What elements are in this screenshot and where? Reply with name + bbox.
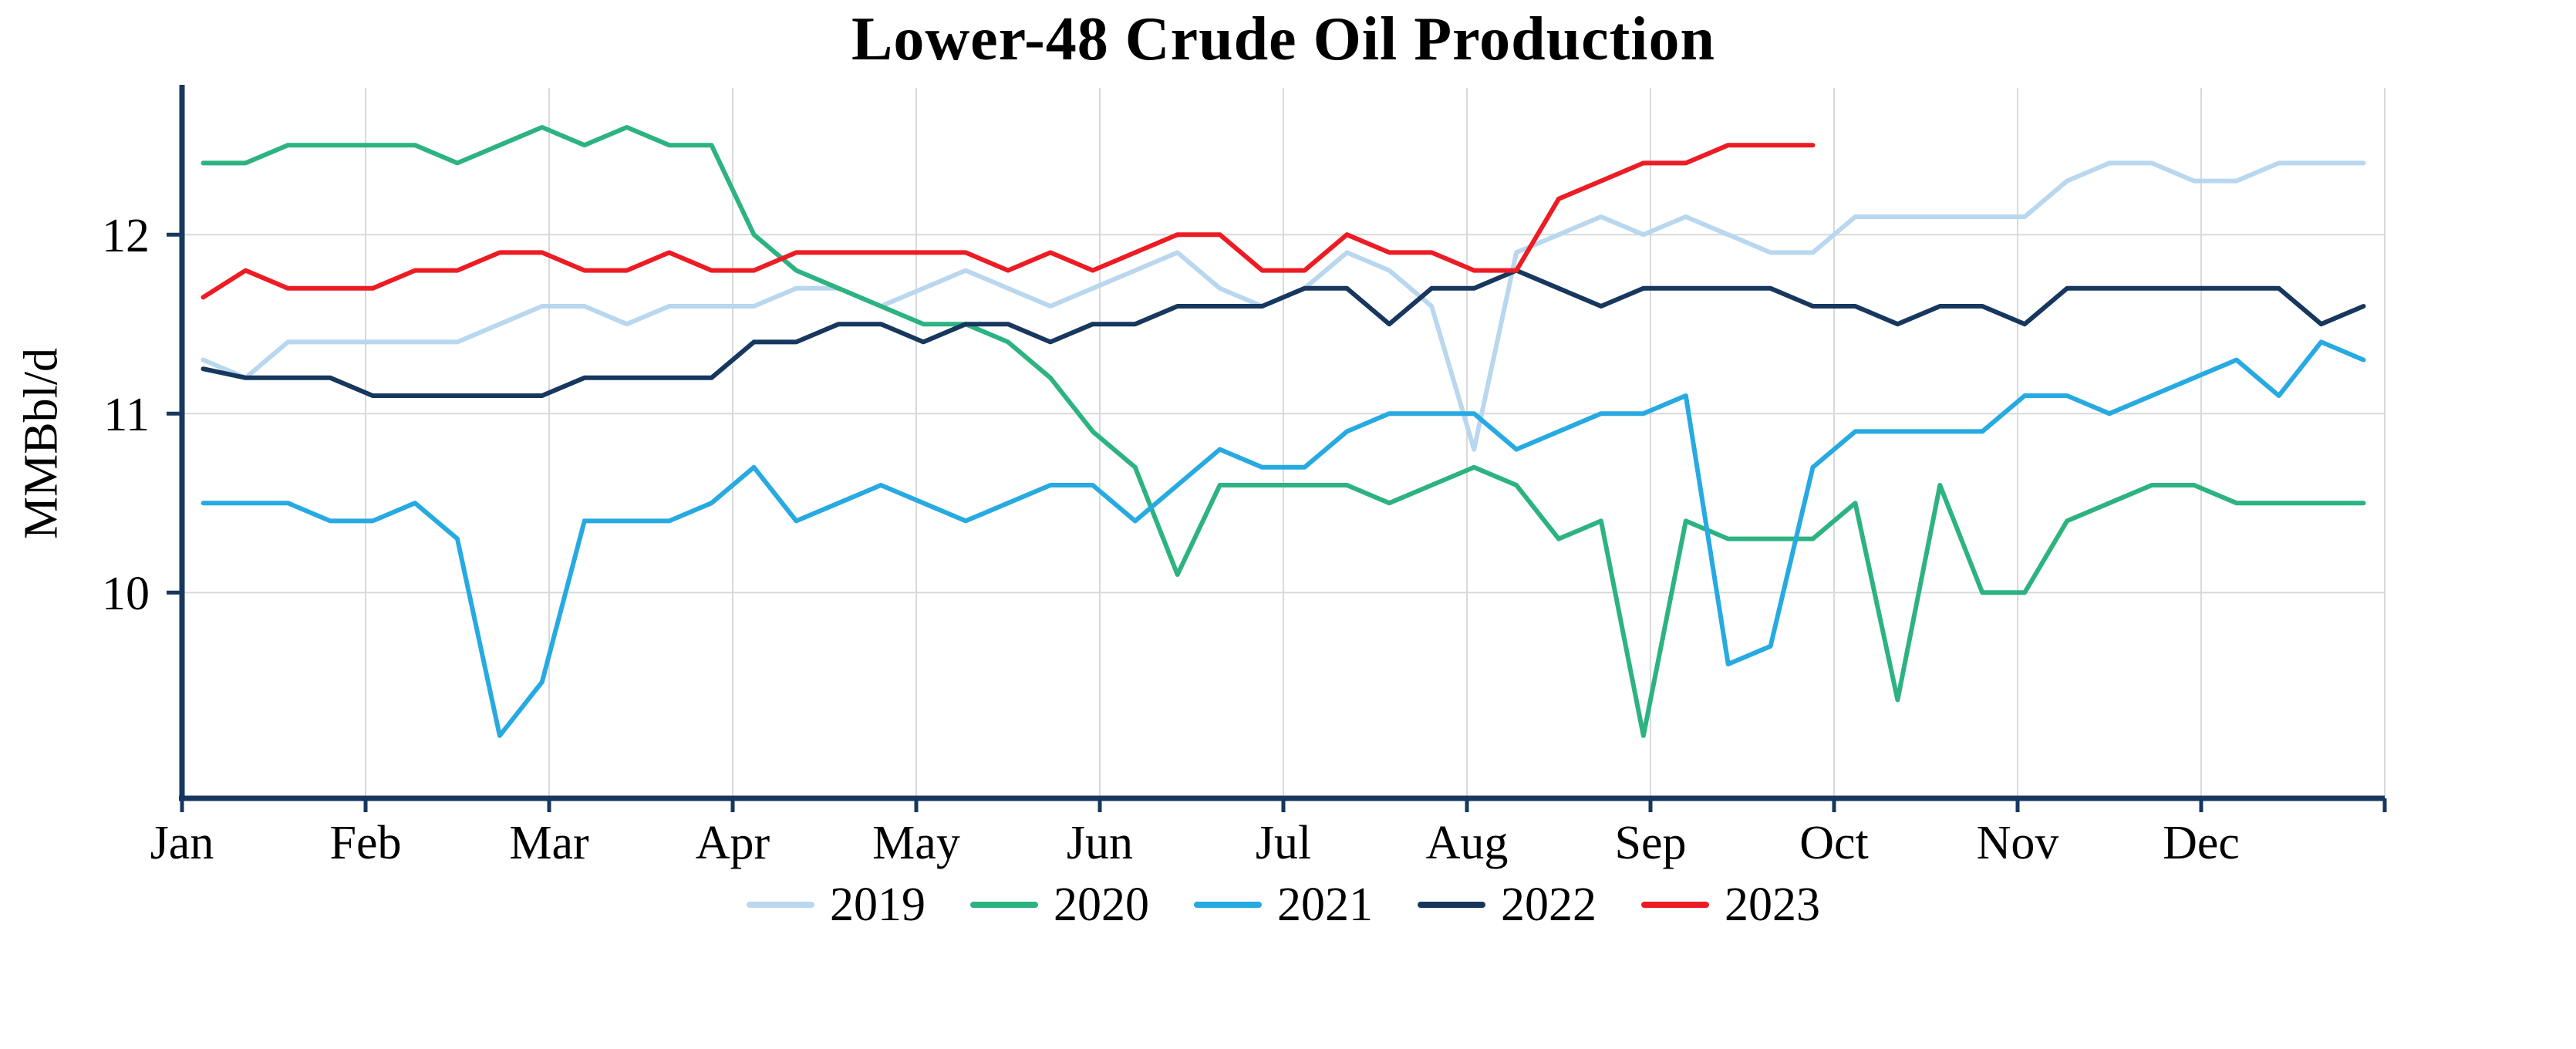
chart-title: Lower-48 Crude Oil Production [851,5,1716,73]
x-tick-label-Aug: Aug [1426,817,1509,869]
legend-label-2020: 2020 [1054,878,1149,931]
legend-item-2020: 2020 [970,878,1149,933]
y-tick-label-10: 10 [102,568,150,620]
x-tick-label-Mar: Mar [509,817,589,869]
x-tick-label-Nov: Nov [1977,817,2059,869]
legend-label-2021: 2021 [1277,878,1373,931]
legend-label-2019: 2019 [830,878,926,931]
series-layer [201,125,2366,738]
legend-item-2019: 2019 [747,878,926,933]
x-tick-label-Sep: Sep [1615,817,1687,869]
y-tick-label-12: 12 [102,210,150,262]
legend-item-2022: 2022 [1418,878,1597,933]
legend-swatch-2020 [970,902,1038,908]
x-tick-label-Jun: Jun [1067,817,1133,869]
legend-item-2021: 2021 [1194,878,1373,933]
series-line-2021 [201,339,2366,738]
grid-layer [182,88,2385,798]
x-tick-label-Oct: Oct [1799,817,1869,869]
legend-swatch-2022 [1418,902,1485,908]
chart-legend: 2019 2020 2021 2022 2023 [182,870,2385,939]
x-tick-label-Feb: Feb [330,817,402,869]
tick-layer [167,232,2387,812]
x-tick-label-Apr: Apr [696,817,770,869]
series-line-2023 [201,143,1816,300]
x-tick-label-Dec: Dec [2163,817,2240,869]
x-tick-label-May: May [872,817,960,869]
label-layer: 10 11 12 Jan Feb Mar Apr May Jun Jul Aug Sep Oct Nov D… [102,210,2240,869]
y-tick-label-11: 11 [103,389,150,441]
legend-item-2023: 2023 [1641,878,1820,933]
legend-swatch-2023 [1641,902,1709,908]
series-line-2022 [201,268,2366,398]
legend-swatch-2019 [747,902,814,908]
legend-label-2023: 2023 [1725,878,1820,931]
x-tick-label-Jan: Jan [150,817,214,869]
series-line-2020 [201,125,2366,738]
legend-swatch-2021 [1194,902,1262,908]
x-tick-label-Jul: Jul [1256,817,1311,869]
legend-label-2022: 2022 [1501,878,1597,931]
